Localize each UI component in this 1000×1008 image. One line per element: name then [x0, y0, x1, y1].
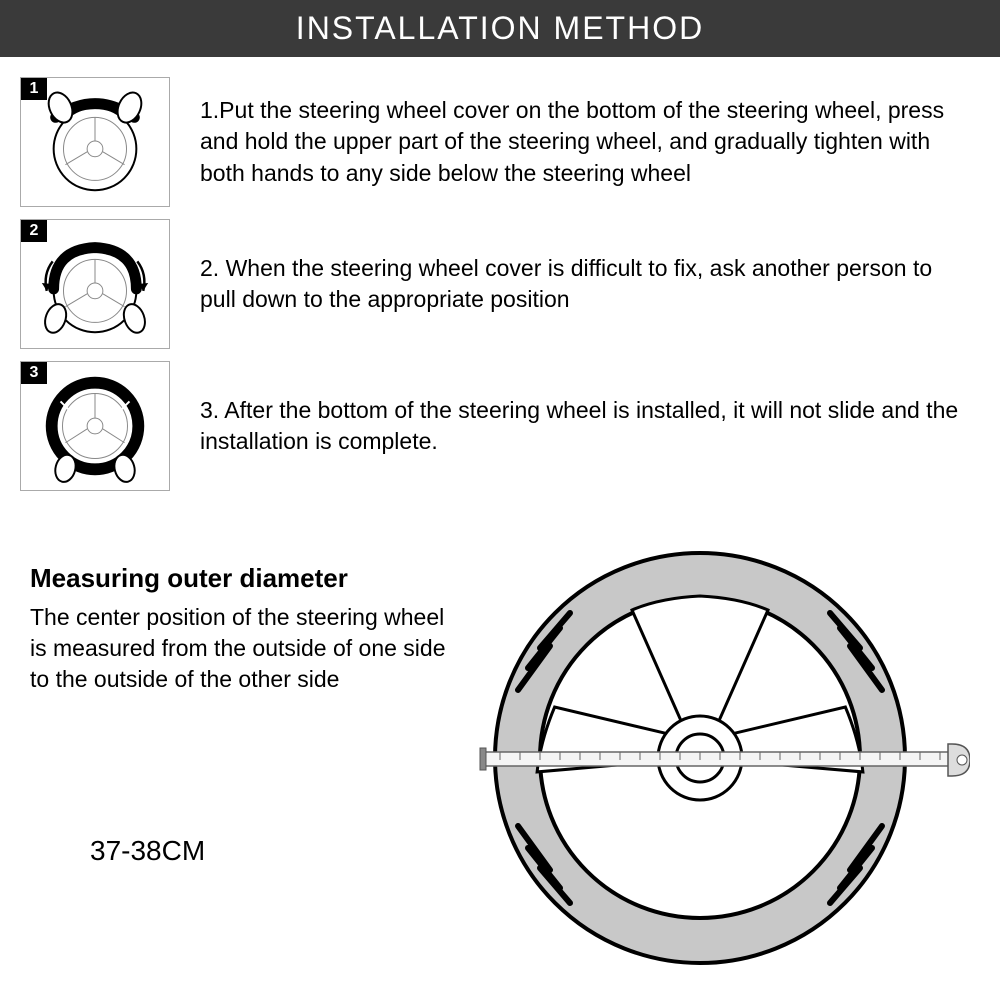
step-badge: 1: [21, 78, 47, 100]
step-text: 3. After the bottom of the steering whee…: [170, 395, 970, 457]
steering-wheel-icon: [450, 523, 970, 1003]
header-bar: INSTALLATION METHOD: [0, 0, 1000, 57]
step-image-box: 2: [20, 219, 170, 349]
step-badge: 3: [21, 362, 47, 384]
measure-text-block: Measuring outer diameter The center posi…: [30, 523, 450, 867]
measure-title: Measuring outer diameter: [30, 563, 450, 594]
size-label: 37-38CM: [90, 835, 450, 867]
measure-desc: The center position of the steering whee…: [30, 602, 450, 695]
step-image-box: 1: [20, 77, 170, 207]
step-row: 1 1.Put the steering wheel cover on the …: [20, 77, 970, 207]
bottom-section: Measuring outer diameter The center posi…: [0, 513, 1000, 1008]
steps-container: 1 1.Put the steering wheel cover on the …: [0, 57, 1000, 513]
step-badge: 2: [21, 220, 47, 242]
step-row: 3 3. After the bottom of the steering wh…: [20, 361, 970, 491]
step-row: 2 2. When the steering wheel cove: [20, 219, 970, 349]
step-text: 1.Put the steering wheel cover on the bo…: [170, 95, 970, 188]
step-image-box: 3: [20, 361, 170, 491]
wheel-diagram: [450, 523, 970, 1008]
header-title: INSTALLATION METHOD: [296, 10, 704, 46]
step-text: 2. When the steering wheel cover is diff…: [170, 253, 970, 315]
